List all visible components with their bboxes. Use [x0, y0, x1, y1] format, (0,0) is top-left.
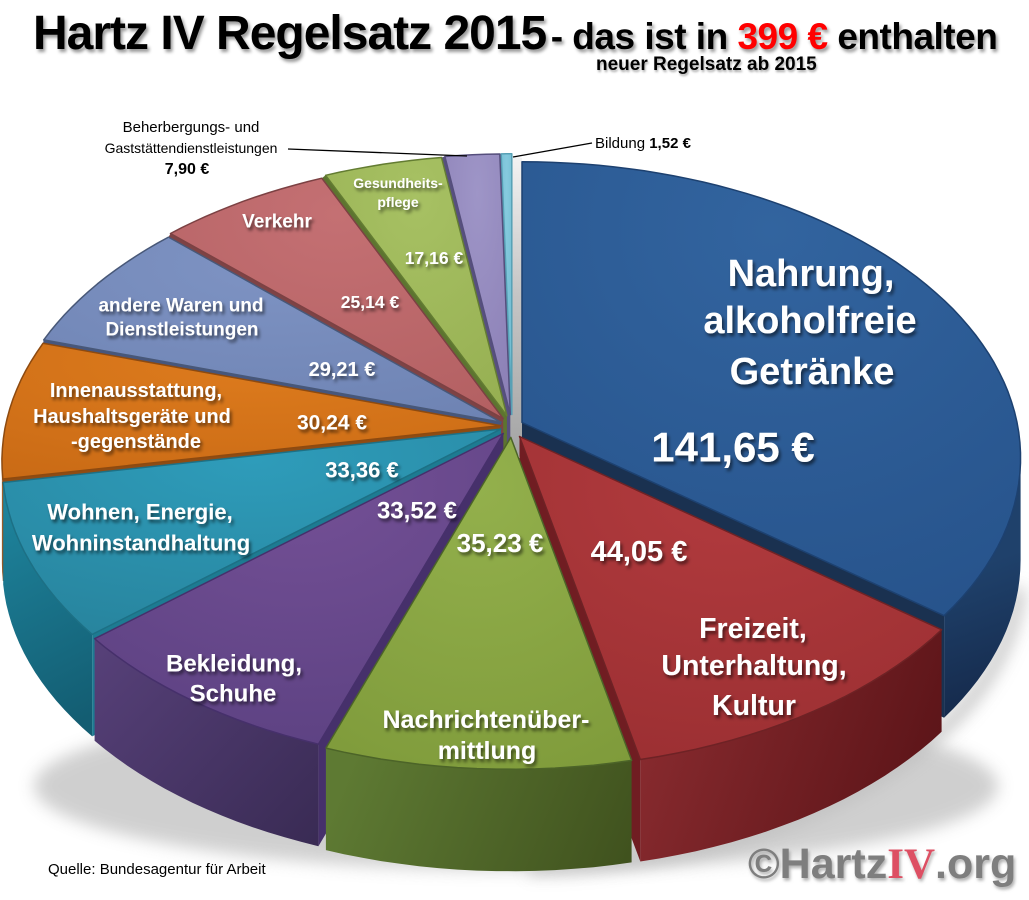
svg-text:17,16 €: 17,16 € [405, 248, 464, 268]
svg-text:Gaststättendienstleistungen: Gaststättendienstleistungen [105, 140, 278, 156]
svg-text:44,05 €: 44,05 € [591, 536, 688, 568]
svg-text:Bildung 1,52 €: Bildung 1,52 € [595, 135, 692, 152]
svg-text:Quelle: Bundesagentur für Arb: Quelle: Bundesagentur für Arbeit [48, 861, 266, 878]
svg-text:Dienstleistungen: Dienstleistungen [105, 320, 258, 341]
svg-text:Nachrichtenüber-: Nachrichtenüber- [383, 706, 590, 734]
svg-text:35,23 €: 35,23 € [457, 528, 544, 558]
svg-text:Getränke: Getränke [730, 351, 895, 393]
svg-text:Wohnen, Energie,: Wohnen, Energie, [47, 500, 232, 525]
svg-text:Schuhe: Schuhe [190, 681, 277, 708]
svg-text:Haushaltsgeräte und: Haushaltsgeräte und [33, 406, 231, 428]
svg-text:Freizeit,: Freizeit, [699, 613, 807, 645]
svg-text:mittlung: mittlung [438, 737, 537, 765]
svg-text:©HartzIV.org: ©HartzIV.org [748, 840, 1016, 888]
svg-text:Unterhaltung,: Unterhaltung, [661, 650, 846, 682]
svg-text:141,65 €: 141,65 € [651, 424, 815, 471]
svg-text:30,24 €: 30,24 € [297, 412, 367, 435]
svg-text:andere Waren und: andere Waren und [98, 296, 263, 317]
svg-text:Bekleidung,: Bekleidung, [166, 651, 302, 678]
svg-text:Verkehr: Verkehr [242, 212, 312, 233]
svg-text:29,21 €: 29,21 € [309, 359, 376, 381]
svg-text:Nahrung,: Nahrung, [728, 253, 895, 295]
svg-text:Kultur: Kultur [712, 690, 796, 722]
svg-text:25,14 €: 25,14 € [341, 292, 400, 312]
svg-text:33,52 €: 33,52 € [377, 498, 457, 525]
svg-text:Innenausstattung,: Innenausstattung, [50, 380, 222, 402]
svg-text:7,90 €: 7,90 € [165, 161, 210, 178]
svg-text:Beherbergungs- und: Beherbergungs- und [123, 119, 260, 136]
svg-text:Gesundheits-: Gesundheits- [353, 175, 443, 191]
svg-text:alkoholfreie: alkoholfreie [703, 300, 916, 342]
svg-text:33,36 €: 33,36 € [325, 458, 398, 483]
svg-text:pflege: pflege [377, 194, 418, 210]
svg-text:-gegenstände: -gegenstände [71, 431, 201, 453]
svg-text:Wohninstandhaltung: Wohninstandhaltung [32, 531, 250, 556]
